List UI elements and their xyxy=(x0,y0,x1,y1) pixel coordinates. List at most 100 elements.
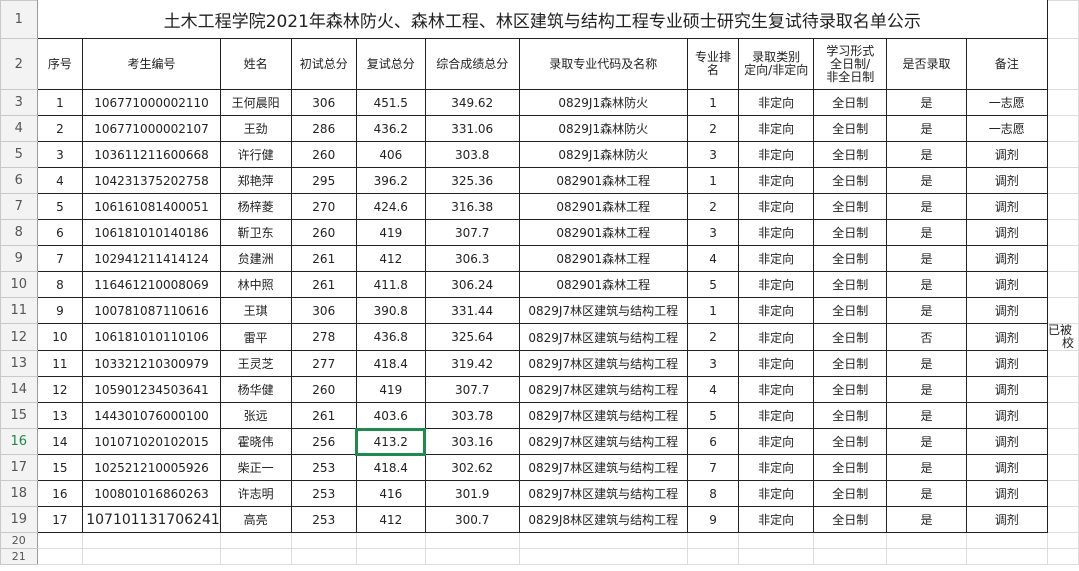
row-header[interactable]: 4 xyxy=(0,115,38,142)
cell[interactable]: 419 xyxy=(355,219,426,246)
column-header-cell[interactable]: 专业排名 xyxy=(686,38,740,90)
cell[interactable]: 全日制 xyxy=(812,376,888,403)
cell[interactable]: 是 xyxy=(886,454,967,481)
row-header[interactable]: 1 xyxy=(0,0,38,39)
cell[interactable]: 6 xyxy=(686,428,740,455)
row-header[interactable]: 12 xyxy=(0,323,38,351)
cell[interactable]: 3 xyxy=(686,219,740,246)
column-header-cell[interactable]: 复试总分 xyxy=(355,38,426,90)
cell[interactable]: 张远 xyxy=(219,402,292,429)
cell[interactable]: 11 xyxy=(36,350,84,377)
cell[interactable]: 是 xyxy=(886,428,967,455)
cell[interactable] xyxy=(1046,480,1079,507)
column-header-cell[interactable]: 考生编号 xyxy=(82,38,221,90)
cell[interactable]: 082901森林工程 xyxy=(518,271,688,298)
cell[interactable]: 2 xyxy=(686,323,740,351)
cell[interactable]: 0829J7林区建筑与结构工程 xyxy=(518,297,688,324)
cell[interactable]: 调剂 xyxy=(965,454,1048,481)
cell[interactable]: 调剂 xyxy=(965,376,1048,403)
cell[interactable] xyxy=(82,532,221,549)
row-header[interactable]: 18 xyxy=(0,480,38,507)
cell[interactable] xyxy=(1046,428,1079,455)
cell[interactable]: 王劲 xyxy=(219,115,292,142)
cell[interactable]: 302.62 xyxy=(424,454,520,481)
cell[interactable]: 调剂 xyxy=(965,402,1048,429)
cell[interactable]: 306 xyxy=(290,297,357,324)
cell[interactable]: 非定向 xyxy=(738,428,814,455)
cell[interactable]: 106771000002107 xyxy=(82,115,221,142)
cell[interactable]: 调剂 xyxy=(965,271,1048,298)
cell[interactable]: 一志愿 xyxy=(965,115,1048,142)
cell[interactable]: 非定向 xyxy=(738,219,814,246)
cell[interactable]: 5 xyxy=(36,193,84,220)
cell[interactable]: 调剂 xyxy=(965,506,1048,533)
cell[interactable] xyxy=(965,532,1048,549)
row-header[interactable]: 16 xyxy=(0,428,38,455)
cell[interactable]: 全日制 xyxy=(812,271,888,298)
cell[interactable]: 300.7 xyxy=(424,506,520,533)
row-header[interactable]: 13 xyxy=(0,350,38,377)
cell[interactable]: 0829J7林区建筑与结构工程 xyxy=(518,376,688,403)
cell[interactable]: 103321210300979 xyxy=(82,350,221,377)
cell[interactable] xyxy=(1046,245,1079,272)
row-header[interactable]: 19 xyxy=(0,506,38,533)
cell[interactable]: 403.6 xyxy=(355,402,426,429)
cell[interactable]: 12 xyxy=(36,376,84,403)
cell[interactable]: 0829J1森林防火 xyxy=(518,89,688,116)
cell[interactable]: 全日制 xyxy=(812,428,888,455)
cell[interactable]: 104231375202758 xyxy=(82,167,221,194)
row-header[interactable]: 3 xyxy=(0,89,38,116)
cell[interactable]: 调剂 xyxy=(965,480,1048,507)
cell[interactable]: 418.4 xyxy=(355,350,426,377)
cell[interactable]: 116461210008069 xyxy=(82,271,221,298)
cell[interactable]: 103611211600668 xyxy=(82,141,221,168)
cell[interactable]: 418.4 xyxy=(355,454,426,481)
cell[interactable]: 307.7 xyxy=(424,219,520,246)
cell[interactable]: 霍晓伟 xyxy=(219,428,292,455)
cell[interactable]: 全日制 xyxy=(812,89,888,116)
cell[interactable] xyxy=(1046,548,1079,565)
sheet-title[interactable]: 土木工程学院2021年森林防火、森林工程、林区建筑与结构工程专业硕士研究生复试待… xyxy=(37,0,1048,39)
cell[interactable]: 是 xyxy=(886,245,967,272)
cell[interactable]: 316.38 xyxy=(424,193,520,220)
column-header-cell[interactable]: 序号 xyxy=(36,38,84,90)
cell[interactable] xyxy=(1046,0,1079,39)
cell[interactable]: 1 xyxy=(686,89,740,116)
cell[interactable]: 全日制 xyxy=(812,245,888,272)
cell[interactable]: 是 xyxy=(886,297,967,324)
column-header-cell[interactable]: 综合成绩总分 xyxy=(424,38,520,90)
cell[interactable]: 270 xyxy=(290,193,357,220)
column-header-cell[interactable]: 姓名 xyxy=(219,38,292,90)
cell[interactable]: 416 xyxy=(355,480,426,507)
cell[interactable]: 286 xyxy=(290,115,357,142)
cell[interactable]: 调剂 xyxy=(965,297,1048,324)
cell[interactable]: 是 xyxy=(886,115,967,142)
cell[interactable]: 082901森林工程 xyxy=(518,245,688,272)
cell[interactable]: 261 xyxy=(290,245,357,272)
cell[interactable]: 全日制 xyxy=(812,141,888,168)
cell[interactable]: 非定向 xyxy=(738,245,814,272)
cell[interactable]: 3 xyxy=(686,141,740,168)
cell[interactable]: 436.2 xyxy=(355,115,426,142)
row-header[interactable]: 15 xyxy=(0,402,38,429)
cell[interactable]: 非定向 xyxy=(738,323,814,351)
cell[interactable]: 1 xyxy=(686,297,740,324)
cell[interactable]: 6 xyxy=(36,219,84,246)
cell[interactable]: 0829J7林区建筑与结构工程 xyxy=(518,454,688,481)
cell[interactable]: 319.42 xyxy=(424,350,520,377)
cell[interactable] xyxy=(812,532,888,549)
cell[interactable]: 349.62 xyxy=(424,89,520,116)
column-header-cell[interactable]: 录取类别 定向/非定向 xyxy=(738,38,814,90)
cell[interactable] xyxy=(1046,271,1079,298)
row-header[interactable]: 8 xyxy=(0,219,38,246)
cell[interactable]: 256 xyxy=(290,428,357,455)
cell[interactable] xyxy=(518,548,688,565)
cell[interactable]: 303.16 xyxy=(424,428,520,455)
cell[interactable]: 082901森林工程 xyxy=(518,167,688,194)
cell[interactable] xyxy=(82,548,221,565)
cell[interactable]: 306 xyxy=(290,89,357,116)
cell[interactable]: 许行健 xyxy=(219,141,292,168)
cell[interactable]: 调剂 xyxy=(965,428,1048,455)
cell[interactable]: 0829J7林区建筑与结构工程 xyxy=(518,323,688,351)
cell[interactable]: 5 xyxy=(686,402,740,429)
